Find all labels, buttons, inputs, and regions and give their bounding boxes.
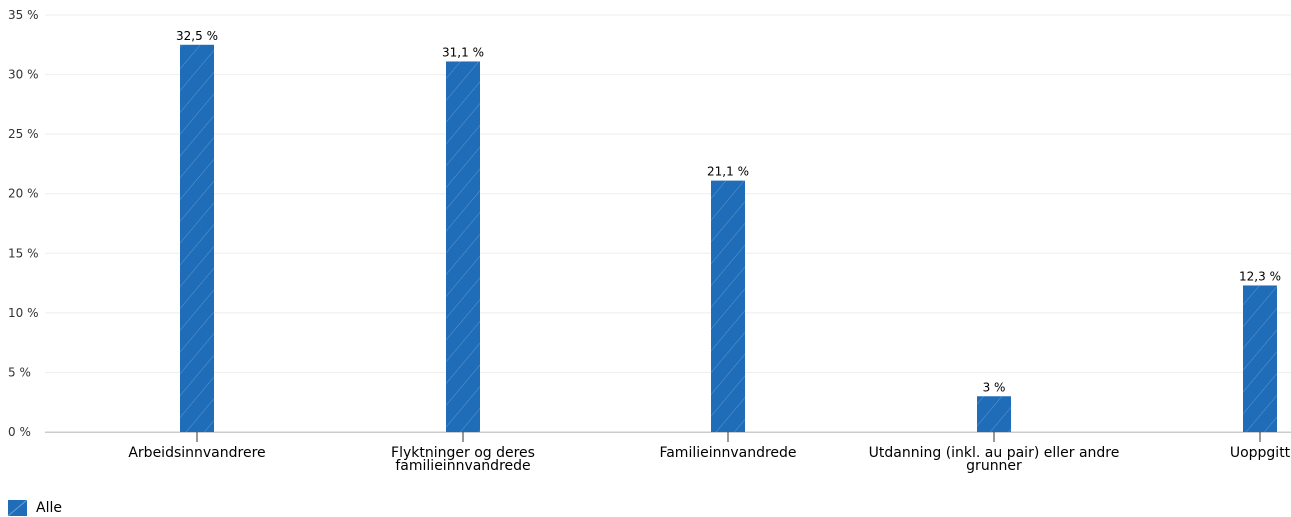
data-label: 12,3 % xyxy=(1239,269,1281,283)
legend-swatch-alle[interactable] xyxy=(8,500,27,516)
bar-hatch xyxy=(446,61,480,433)
data-label: 21,1 % xyxy=(707,165,749,179)
data-label: 3 % xyxy=(983,380,1006,394)
bar-hatch xyxy=(711,180,745,432)
y-tick-label: 10 % xyxy=(8,306,39,320)
data-label: 32,5 % xyxy=(176,29,218,43)
x-tick-label: grunner xyxy=(966,458,1022,474)
y-tick-label: 5 % xyxy=(8,365,31,379)
y-tick-label: 15 % xyxy=(8,246,39,260)
bar-hatch xyxy=(977,396,1011,432)
x-tick-label: familieinnvandrede xyxy=(395,458,530,474)
y-tick-label: 25 % xyxy=(8,127,39,141)
bars xyxy=(180,44,1277,433)
y-tick-label: 0 % xyxy=(8,425,31,439)
legend[interactable]: Alle xyxy=(8,500,62,516)
x-tick-label: Arbeidsinnvandrere xyxy=(128,445,265,461)
bar-hatch xyxy=(1243,285,1277,432)
legend-label-alle[interactable]: Alle xyxy=(36,500,62,516)
gridlines xyxy=(45,14,1291,433)
x-tick-label: Utdanning (inkl. au pair) eller andre xyxy=(869,445,1120,461)
bar-hatch xyxy=(180,44,214,433)
data-labels: 32,5 % 31,1 % 21,1 % 3 % 12,3 % xyxy=(176,29,1281,394)
y-tick-label: 30 % xyxy=(8,68,39,82)
x-tick-label: Uoppgitt xyxy=(1230,445,1291,461)
y-tick-label: 20 % xyxy=(8,187,39,201)
data-label: 31,1 % xyxy=(442,45,484,59)
axes: 0 % 5 % 10 % 15 % 20 % 25 % 30 % 35 % Arbeidsinn… xyxy=(8,8,1291,474)
y-tick-label: 35 % xyxy=(8,8,39,22)
x-tick-label: Familieinnvandrede xyxy=(659,445,796,461)
x-tick-label: Flyktninger og deres xyxy=(391,445,535,461)
